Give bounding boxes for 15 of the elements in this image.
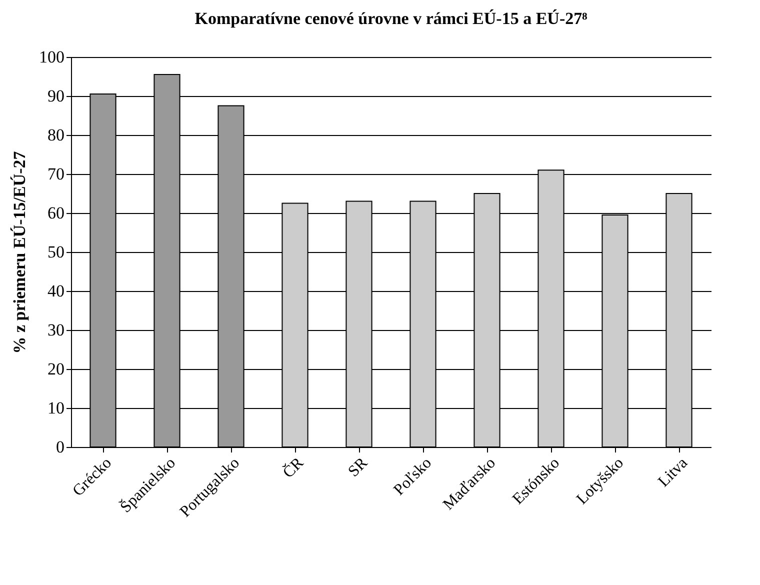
x-tick-label: SR [345,454,372,480]
chart-title: Komparatívne cenové úrovne v rámci EÚ-15 a EÚ-27⁸ [194,9,588,28]
y-tick-label: 0 [56,438,64,456]
y-tick-label: 30 [48,320,64,340]
y-tick-label: 70 [48,164,64,184]
y-tick-label: 100 [39,48,64,66]
y-tick-label: 50 [48,242,64,262]
y-tick-label: 10 [48,398,64,418]
x-tick-label: ČR [279,454,308,482]
y-tick-label: 90 [48,86,64,106]
y-axis-title: % z priemeru EÚ-15/EÚ-27 [10,150,29,354]
y-tick-label: 40 [48,282,64,300]
y-tick-label: 80 [48,126,64,144]
y-tick-label: 20 [48,360,64,378]
y-tick-label: 60 [48,204,64,222]
